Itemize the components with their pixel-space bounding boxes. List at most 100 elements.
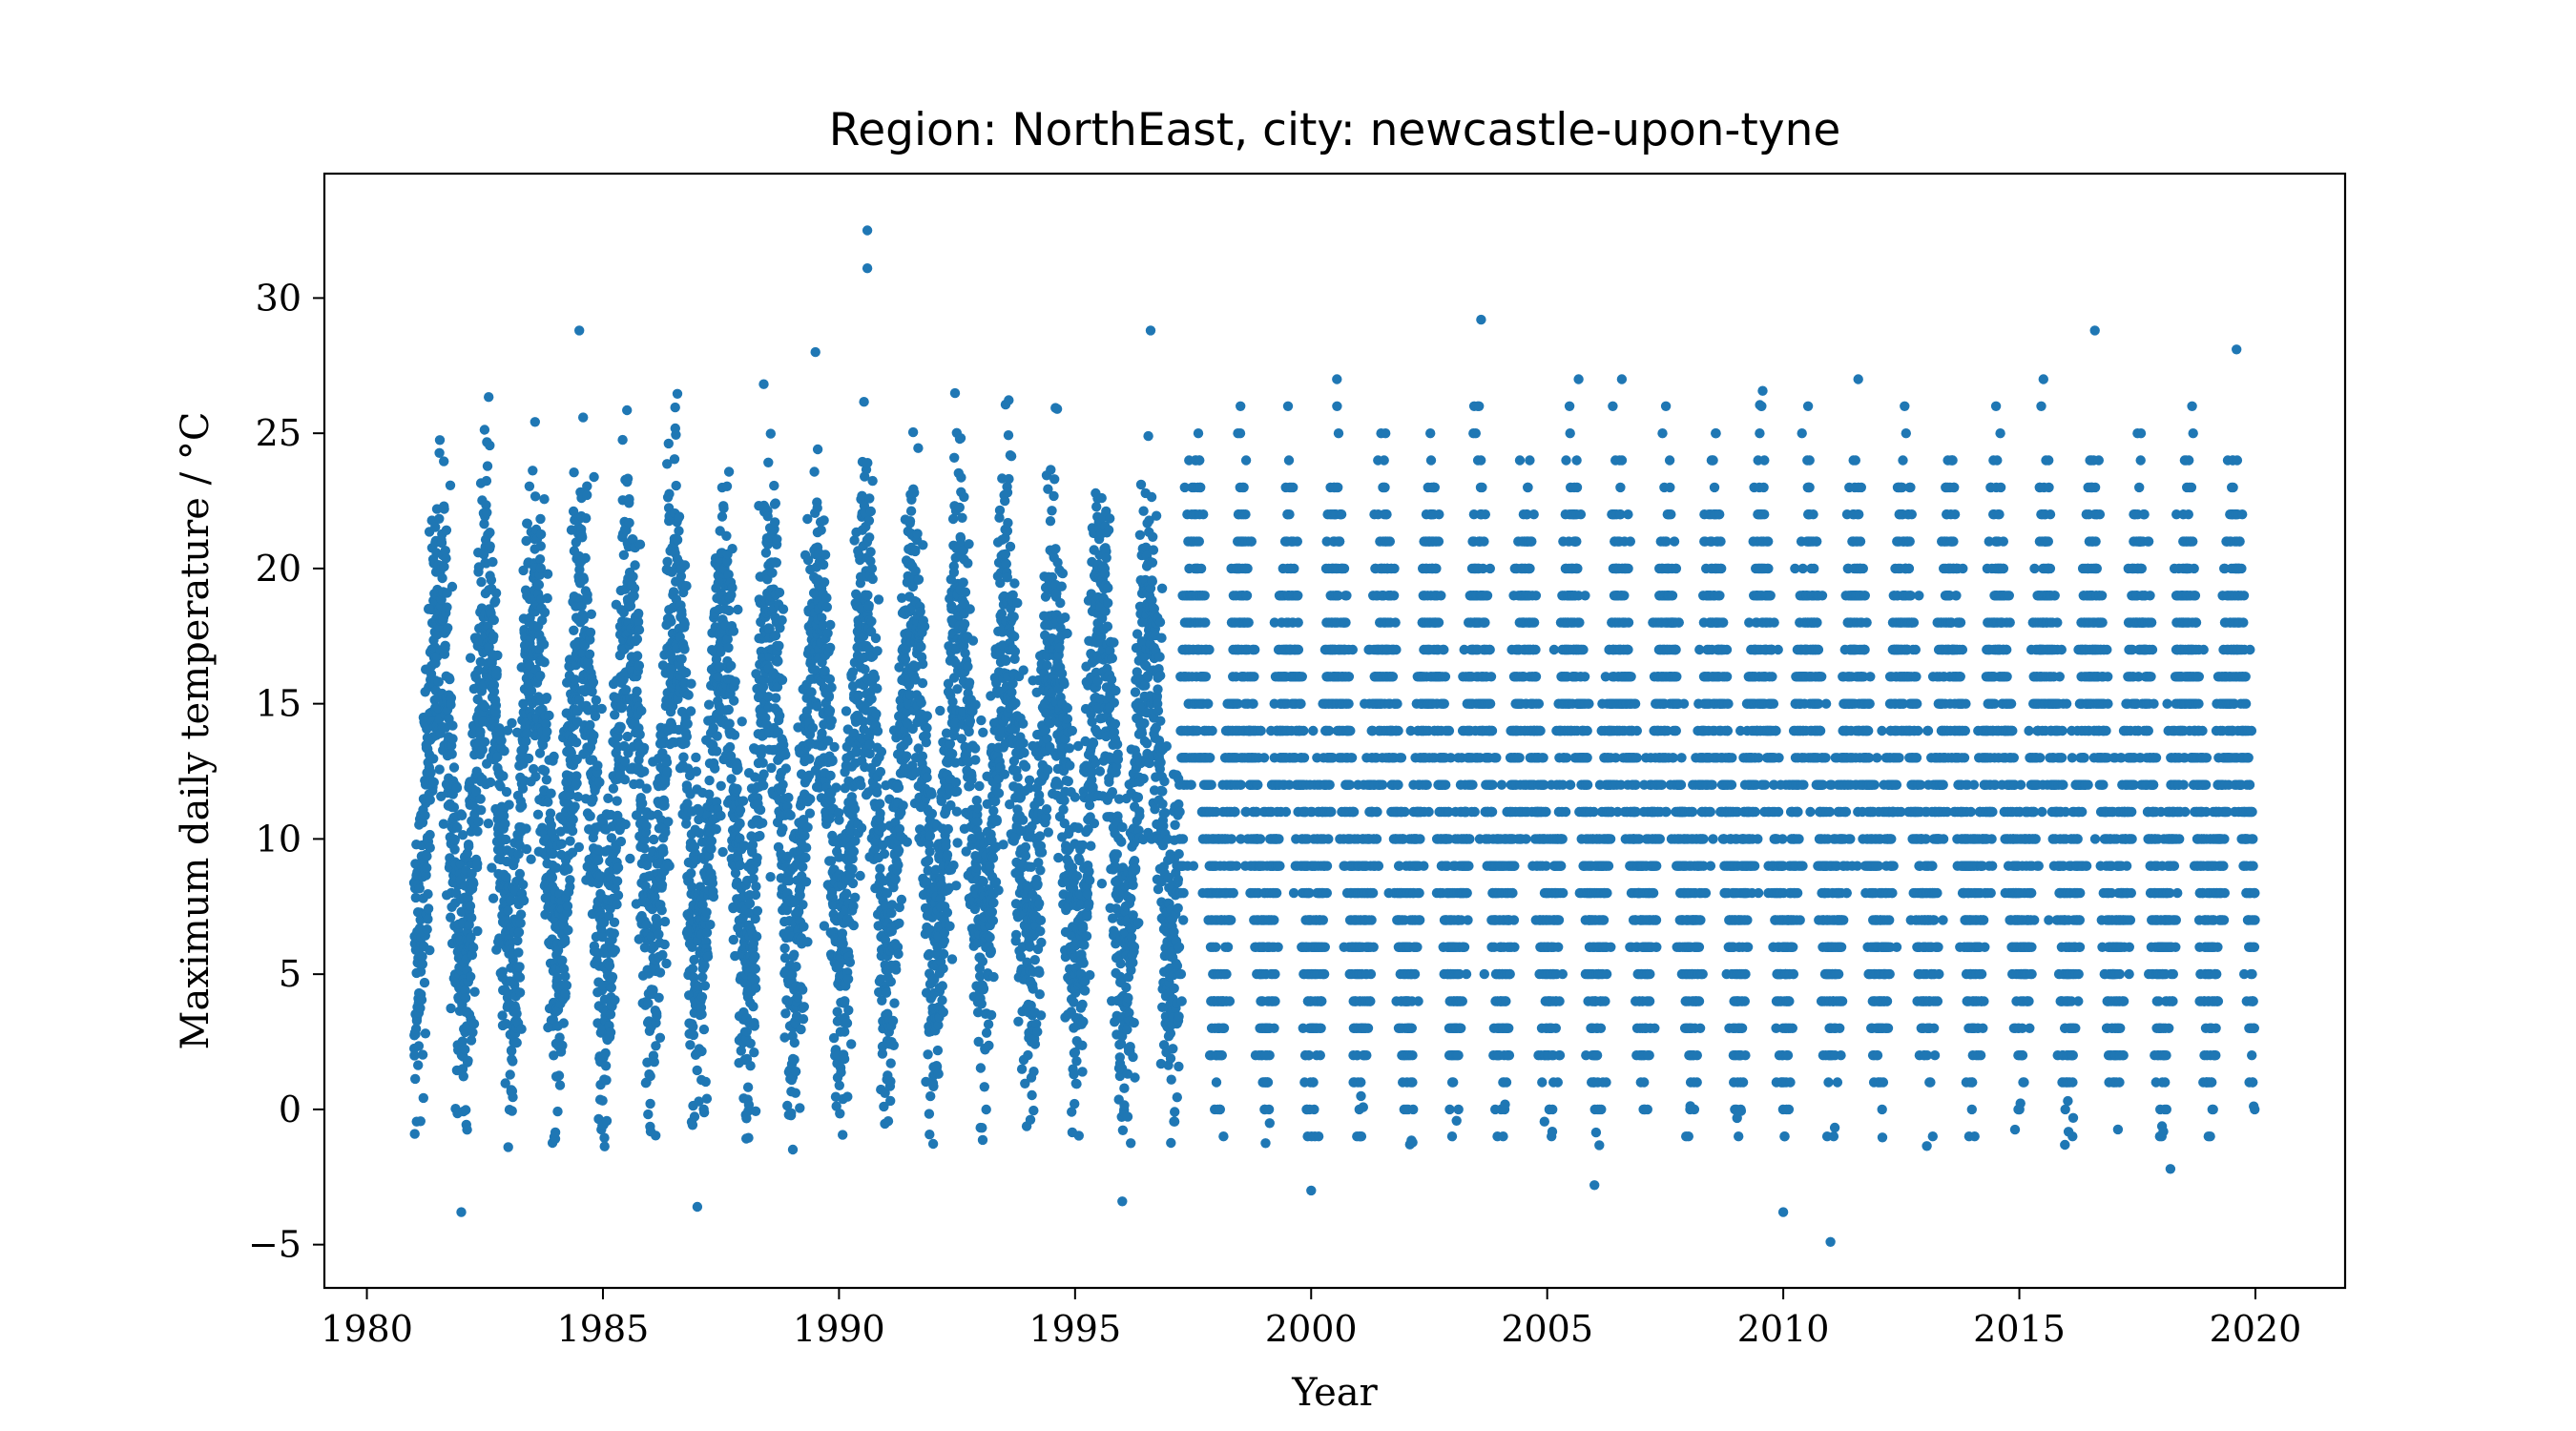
data-point bbox=[978, 983, 989, 994]
data-point bbox=[466, 932, 476, 943]
data-point bbox=[988, 898, 999, 908]
data-point bbox=[850, 892, 861, 902]
data-point bbox=[543, 797, 553, 807]
data-point bbox=[947, 749, 958, 759]
data-point bbox=[613, 862, 624, 873]
data-point bbox=[492, 752, 503, 762]
data-point bbox=[925, 1090, 936, 1102]
data-point bbox=[503, 1142, 513, 1152]
data-point bbox=[918, 540, 928, 550]
data-point bbox=[654, 1032, 666, 1044]
data-point bbox=[959, 618, 970, 630]
data-point bbox=[993, 885, 1004, 896]
data-point bbox=[700, 1076, 711, 1088]
data-point bbox=[926, 808, 938, 819]
data-point bbox=[774, 587, 785, 598]
data-point bbox=[449, 844, 460, 855]
data-point bbox=[889, 998, 900, 1008]
data-point bbox=[733, 763, 743, 775]
data-point bbox=[965, 604, 975, 614]
data-point bbox=[752, 853, 762, 863]
data-point bbox=[691, 752, 701, 763]
data-point bbox=[568, 814, 578, 825]
data-point bbox=[1049, 490, 1059, 502]
data-point bbox=[825, 642, 836, 653]
data-point bbox=[601, 1115, 613, 1127]
data-point bbox=[599, 1141, 610, 1151]
data-point bbox=[846, 1039, 857, 1049]
data-point bbox=[718, 503, 729, 513]
data-point bbox=[1013, 1016, 1024, 1027]
data-point bbox=[721, 481, 733, 491]
data-point bbox=[748, 1001, 758, 1012]
data-point bbox=[613, 890, 624, 901]
data-point bbox=[542, 592, 552, 604]
data-point bbox=[842, 1091, 853, 1102]
data-point bbox=[421, 870, 431, 881]
data-point bbox=[843, 1005, 854, 1016]
data-point bbox=[706, 836, 717, 846]
data-point bbox=[416, 994, 427, 1006]
data-point bbox=[447, 749, 457, 759]
data-point bbox=[490, 700, 502, 711]
data-point bbox=[864, 493, 875, 504]
data-point bbox=[603, 793, 613, 803]
data-point bbox=[594, 777, 605, 788]
data-point bbox=[671, 480, 681, 491]
data-point bbox=[945, 921, 955, 931]
data-point bbox=[599, 1132, 610, 1143]
data-point bbox=[544, 710, 554, 721]
data-point bbox=[791, 962, 801, 972]
data-point bbox=[671, 429, 681, 440]
data-point bbox=[539, 607, 551, 618]
data-point bbox=[622, 404, 633, 416]
data-point bbox=[758, 769, 769, 779]
data-point bbox=[837, 928, 848, 939]
data-point bbox=[687, 1120, 698, 1130]
data-point bbox=[637, 798, 648, 809]
data-point bbox=[615, 836, 627, 847]
data-point bbox=[770, 498, 780, 508]
data-point bbox=[876, 746, 887, 757]
data-point bbox=[847, 878, 859, 889]
data-point bbox=[779, 943, 790, 954]
data-point bbox=[948, 860, 959, 871]
data-point bbox=[634, 608, 644, 619]
data-point bbox=[486, 574, 497, 586]
data-point bbox=[780, 1008, 791, 1019]
data-point bbox=[1035, 865, 1046, 876]
data-point bbox=[826, 682, 837, 693]
data-point bbox=[669, 454, 680, 465]
data-point bbox=[507, 717, 517, 729]
data-point bbox=[689, 1111, 700, 1122]
data-point bbox=[538, 639, 550, 650]
data-point bbox=[900, 653, 911, 665]
data-point bbox=[472, 826, 483, 837]
data-point bbox=[504, 799, 514, 810]
data-point bbox=[938, 1006, 948, 1018]
data-point bbox=[786, 1108, 797, 1119]
data-point bbox=[783, 792, 794, 803]
data-point bbox=[751, 931, 762, 942]
data-point bbox=[821, 592, 832, 603]
data-point bbox=[533, 579, 545, 591]
data-point bbox=[957, 512, 967, 523]
data-point bbox=[1024, 775, 1035, 785]
data-point bbox=[437, 572, 447, 584]
data-point bbox=[745, 1038, 756, 1049]
data-point bbox=[970, 755, 981, 765]
data-point bbox=[1005, 541, 1016, 552]
data-point bbox=[799, 922, 809, 932]
data-point bbox=[767, 568, 778, 578]
data-point bbox=[447, 734, 458, 744]
data-point bbox=[558, 1018, 569, 1028]
data-point bbox=[723, 642, 734, 653]
data-point bbox=[848, 846, 860, 857]
data-point bbox=[503, 988, 514, 999]
data-point bbox=[664, 861, 675, 871]
data-point bbox=[879, 848, 890, 860]
data-point bbox=[443, 623, 453, 633]
data-point bbox=[654, 992, 664, 1004]
data-point bbox=[488, 686, 500, 697]
data-point bbox=[461, 1105, 471, 1115]
